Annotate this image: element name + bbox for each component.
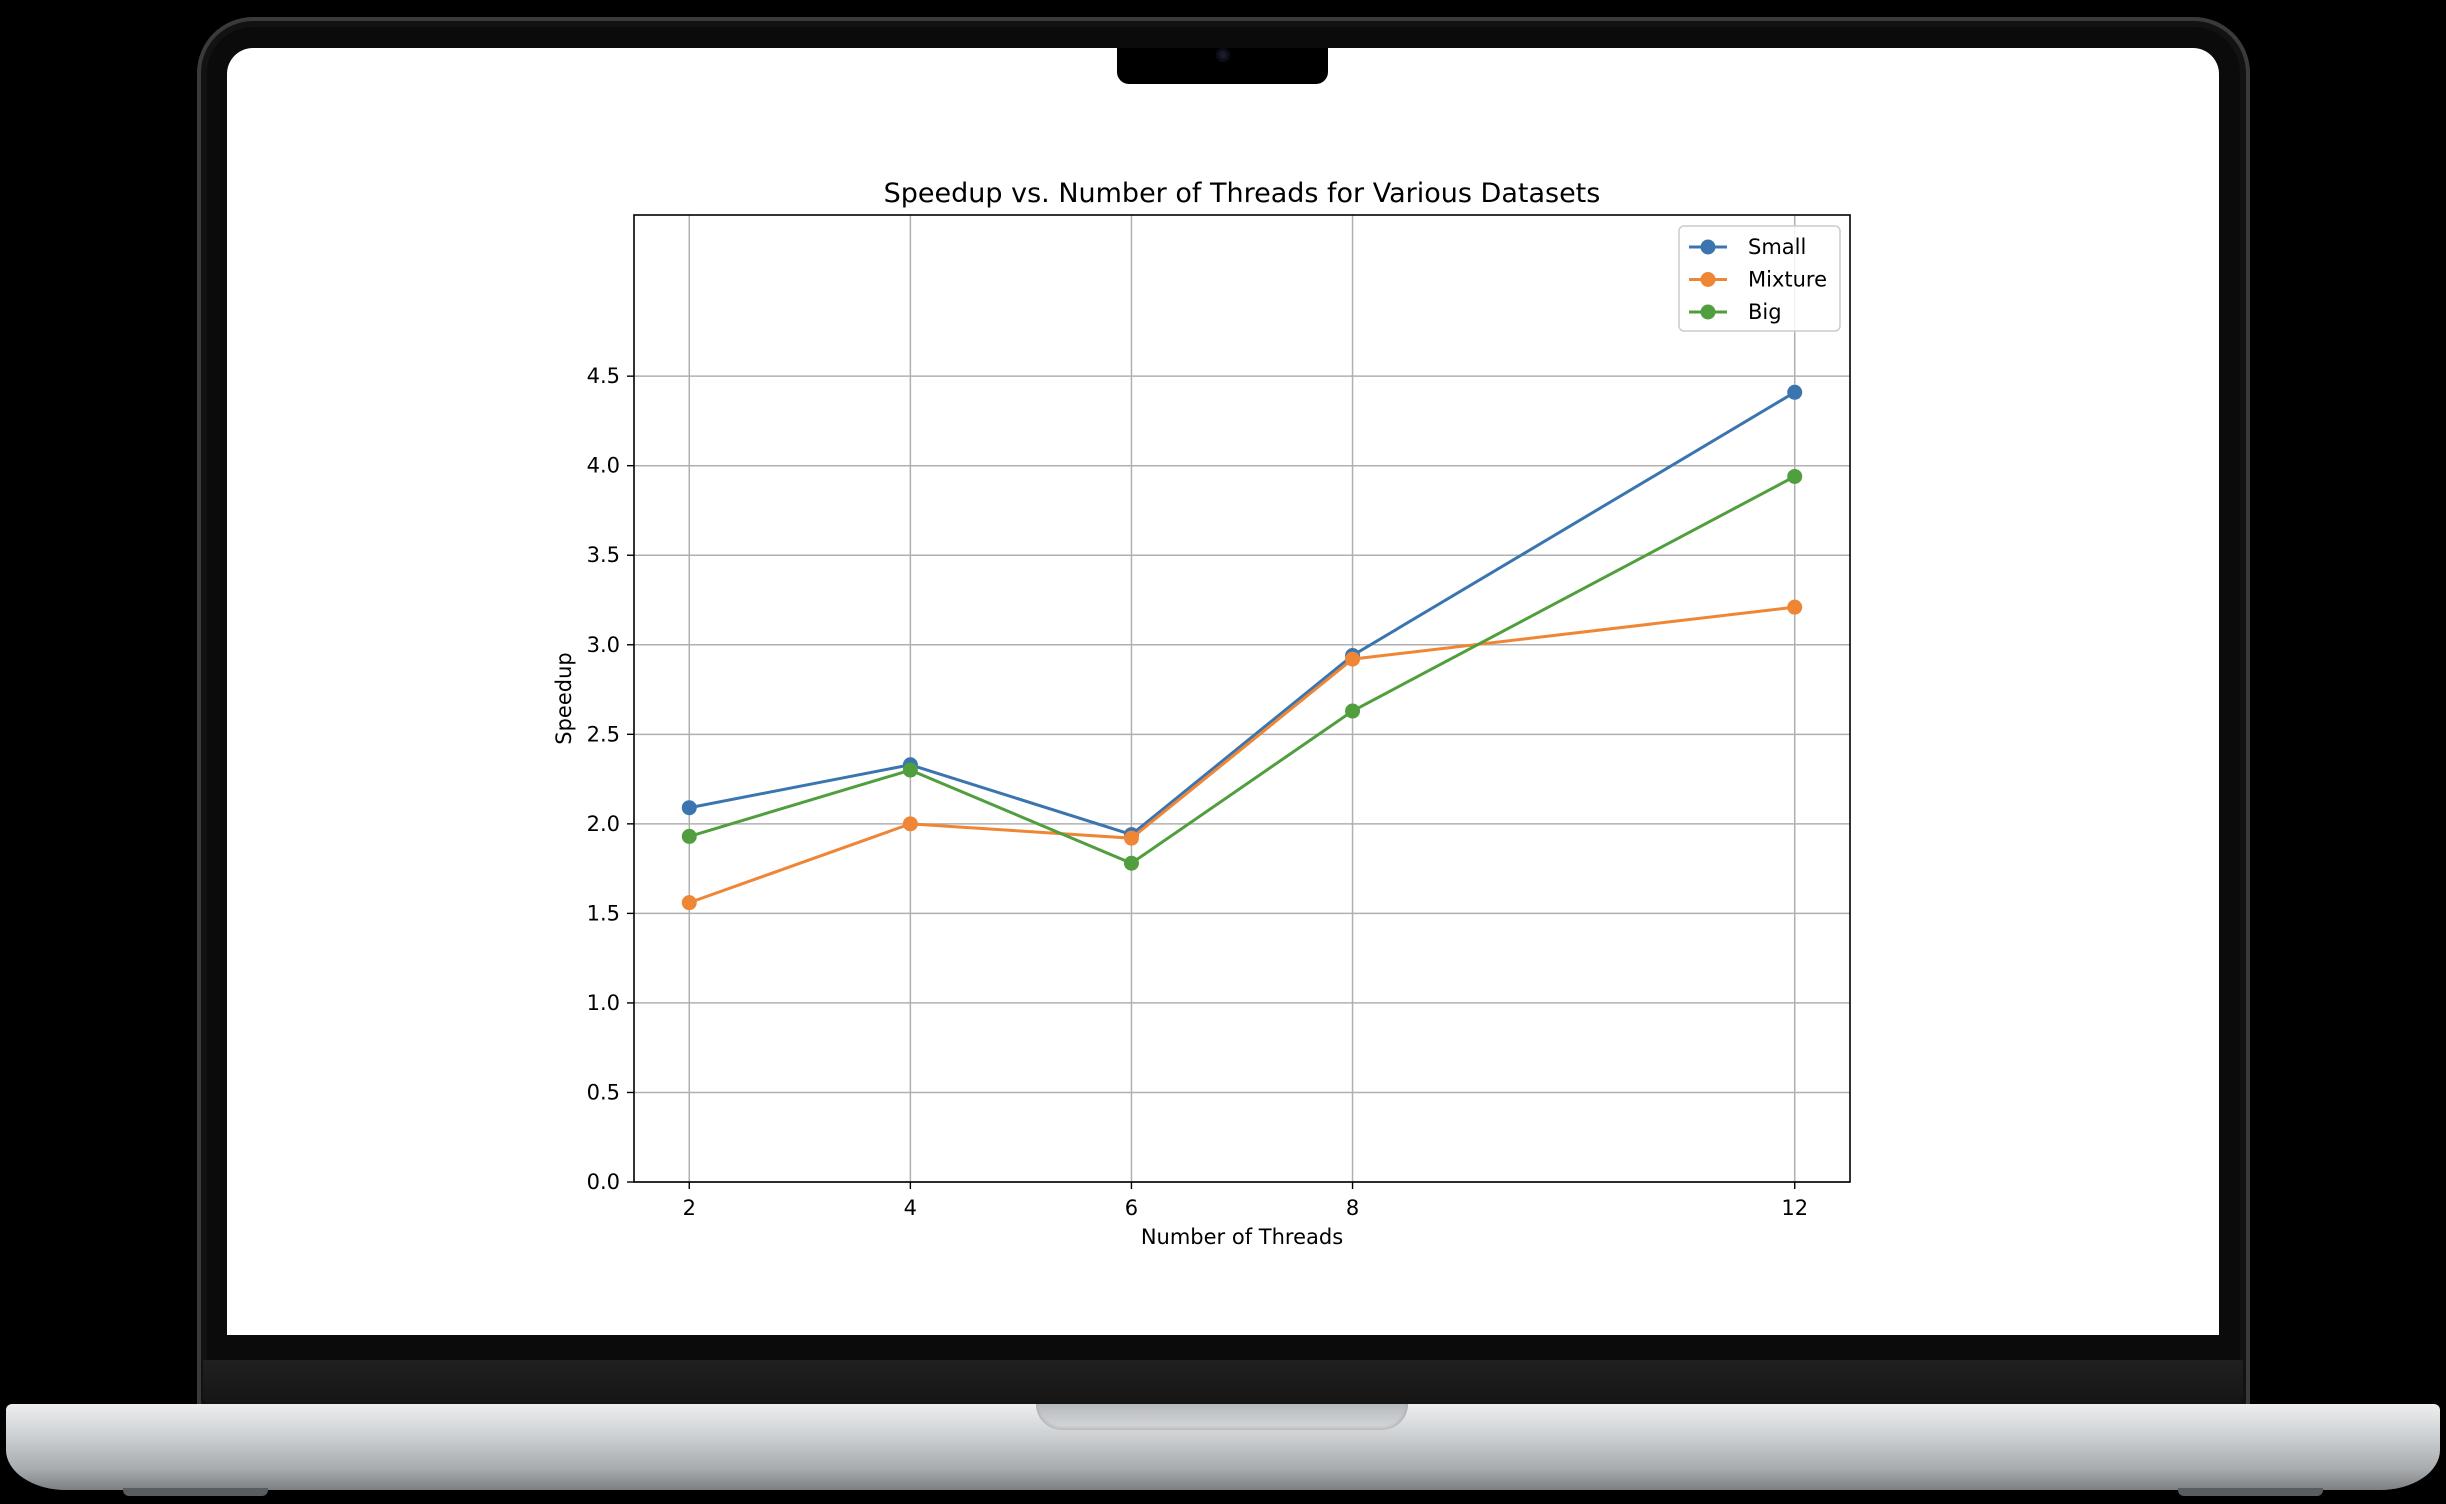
chart-title: Speedup vs. Number of Threads for Variou…: [884, 178, 1601, 209]
laptop-foot-left: [123, 1488, 268, 1496]
data-point-big: [1123, 855, 1139, 871]
y-tick-label: 1.5: [587, 901, 620, 925]
data-point-small: [681, 800, 697, 816]
series-line-small: [688, 390, 1796, 837]
plot-frame: [633, 214, 1851, 1183]
y-tick-label: 3.0: [587, 633, 620, 657]
laptop-chin: [203, 1360, 2243, 1404]
data-point-big: [681, 828, 697, 844]
legend-marker-big: [1700, 304, 1716, 320]
y-tick-label: 0.5: [587, 1080, 620, 1104]
y-tick-label: 2.0: [587, 812, 620, 836]
laptop-opening-notch: [1036, 1404, 1408, 1430]
legend-box: [1678, 225, 1841, 332]
data-point-small: [1787, 384, 1803, 400]
y-axis-label: Speedup: [552, 652, 576, 744]
data-point-mixture: [902, 816, 918, 832]
legend-label-small: Small: [1748, 235, 1806, 259]
y-tick-label: 4.5: [587, 364, 620, 388]
laptop-screen: 2 4 6 8 12 0.0 0.5 1.0 1.5 2.0 2.5 3.0 3.5 4.0 4.5 Spee…: [227, 48, 2219, 1335]
x-tick-label: 4: [904, 1196, 917, 1220]
legend-label-mixture: Mixture: [1748, 268, 1827, 292]
line-chart: 2 4 6 8 12 0.0 0.5 1.0 1.5 2.0 2.5 3.0 3.5 4.0 4.5 Spee…: [552, 178, 1851, 1249]
data-point-big: [902, 762, 918, 778]
x-axis-label: Number of Threads: [1141, 1225, 1343, 1249]
data-point-mixture: [681, 895, 697, 911]
laptop-foot-right: [2178, 1488, 2323, 1496]
legend-marker-mixture: [1700, 272, 1716, 287]
series-line-mixture: [688, 605, 1795, 905]
x-tick-label: 2: [683, 1196, 696, 1220]
data-point-mixture: [1787, 599, 1803, 615]
y-tick-label: 1.0: [587, 991, 620, 1015]
legend-marker-small: [1700, 239, 1716, 255]
y-tick-label: 4.0: [587, 454, 620, 478]
series-line-big: [688, 475, 1796, 865]
x-tick-label: 6: [1125, 1196, 1138, 1220]
data-point-big: [1787, 468, 1803, 484]
y-tick-label: 3.5: [587, 543, 620, 567]
legend-label-big: Big: [1748, 300, 1782, 324]
camera-icon: [1216, 48, 1230, 62]
data-point-big: [1345, 703, 1361, 719]
data-point-mixture: [1123, 830, 1139, 846]
data-point-mixture: [1345, 651, 1361, 667]
y-tick-label: 2.5: [587, 722, 620, 746]
y-tick-label: 0.0: [587, 1170, 620, 1194]
x-tick-label: 8: [1346, 1196, 1359, 1220]
x-tick-label: 12: [1781, 1196, 1808, 1220]
